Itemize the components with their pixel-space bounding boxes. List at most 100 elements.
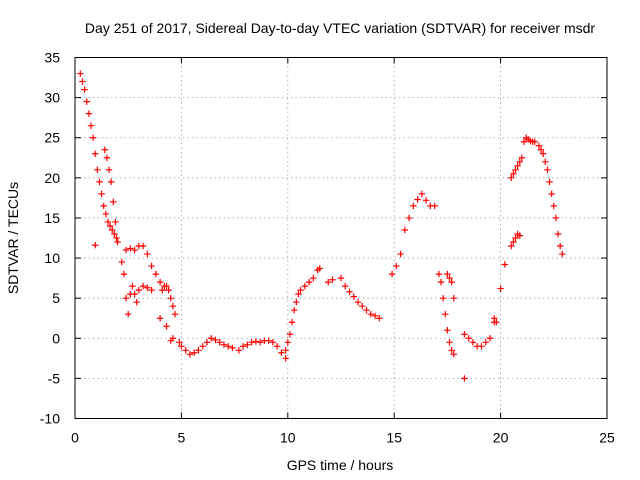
x-tick-label: 20 [493,430,509,446]
data-point [446,274,453,282]
data-point [133,298,140,306]
data-point [120,270,128,278]
data-point [278,349,285,356]
data-point [350,293,357,300]
data-point [103,154,111,161]
data-point [508,242,515,250]
data-point [118,258,126,266]
data-point [444,327,451,334]
series-rise-3 [491,315,500,326]
series-peak [520,134,538,145]
data-point [235,347,243,354]
data-point [212,336,219,344]
data-point [297,286,304,294]
data-point [520,138,528,145]
data-point [199,343,206,350]
data-point [401,226,409,234]
data-point [114,238,121,246]
y-tick-label: 30 [44,90,60,106]
series-steep-decline-1 [77,70,120,242]
data-point [537,146,545,153]
data-point [195,347,202,354]
series-trough [176,335,236,358]
data-point [508,174,515,182]
data-point [167,294,174,302]
data-point [163,323,170,330]
data-point [269,339,277,346]
y-tick-label: 15 [44,210,60,226]
data-point [301,282,309,290]
data-point [539,150,547,157]
data-point [148,262,155,270]
series-final-decline [535,142,566,258]
data-point [486,335,494,342]
data-point [113,234,120,242]
data-point [92,242,99,249]
data-point [552,214,560,222]
data-point [190,349,198,356]
data-point [535,142,543,149]
data-point [442,311,449,318]
data-point [516,232,523,239]
series-decline-2 [337,274,383,322]
series-isolated-1 [92,242,99,249]
x-tick-label: 15 [386,430,402,446]
y-axis-label: SDTVAR / TECUs [5,182,21,294]
data-point [288,319,296,326]
data-point [295,290,302,298]
data-point [542,158,549,165]
data-point [144,250,151,258]
series-rise-2 [388,190,438,278]
y-tick-label: -5 [48,370,61,386]
data-point [431,202,438,210]
data-point [371,312,379,320]
data-point [159,286,166,294]
data-point [273,343,281,350]
data-point [225,343,232,350]
data-point [461,375,468,382]
series-isolated-mid [497,261,509,292]
data-point [248,339,255,346]
series-flat-low [235,337,289,362]
data-point [346,288,353,295]
data-point [305,278,313,286]
data-point [111,230,118,238]
plot-frame [74,57,608,419]
y-tick-label: -10 [40,411,60,427]
data-point [139,242,147,250]
data-point [329,276,336,283]
grid-lines [75,57,607,419]
series-upper-band [122,242,164,286]
data-point [171,311,179,318]
data-point [469,339,477,346]
data-point [131,246,138,254]
data-point [325,278,332,286]
y-tick-label: 5 [52,290,60,306]
data-point [422,197,430,204]
data-point [559,250,566,258]
y-tick-label: 25 [44,130,60,146]
data-point [131,290,138,298]
x-tick-label: 0 [71,430,79,446]
data-point [229,344,236,352]
data-point [122,246,130,254]
data-point [388,270,396,278]
x-tick-label: 5 [178,430,186,446]
data-point [252,338,260,345]
data-point [102,210,110,218]
data-point [81,86,88,93]
data-point [165,286,172,294]
y-tick-label: 0 [52,330,60,346]
data-point [512,234,519,242]
data-point [182,347,189,354]
data-point [109,226,116,234]
data-point [156,315,164,322]
data-point [493,319,500,326]
data-point [550,202,557,210]
data-point [87,122,95,129]
tick-labels: 0 5 10 15 20 25 -10 -5 0 5 10 15 20 25 30 35 [40,50,615,446]
data-point [144,284,151,291]
chart-title: Day 251 of 2017, Sidereal Day-to-day VTE… [85,20,595,36]
data-point [501,261,509,268]
